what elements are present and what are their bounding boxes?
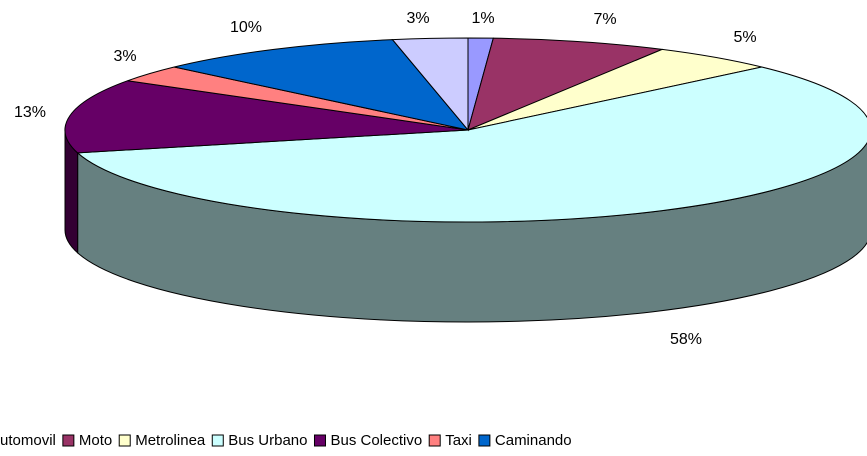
legend-swatch xyxy=(478,434,491,447)
pie-slice xyxy=(64,80,469,154)
pie-slice xyxy=(76,66,867,223)
pie-slice xyxy=(391,37,469,132)
data-label: 1% xyxy=(471,10,494,27)
data-label: 13% xyxy=(14,104,46,121)
legend-label: Caminando xyxy=(495,432,572,449)
pie-slice xyxy=(467,37,665,131)
data-label: 5% xyxy=(733,29,756,46)
legend-swatch xyxy=(313,434,326,447)
data-label: 7% xyxy=(593,11,616,28)
legend-label: Bus Colectivo xyxy=(330,432,422,449)
legend-swatch xyxy=(211,434,224,447)
legend-swatch xyxy=(62,434,75,447)
legend-swatch xyxy=(118,434,131,447)
pie-slice xyxy=(174,39,470,131)
data-label: 3% xyxy=(406,10,429,27)
data-label: 3% xyxy=(113,48,136,65)
data-label: 58% xyxy=(670,331,702,348)
legend-label: Automovil xyxy=(0,432,56,449)
legend-label: Bus Urbano xyxy=(228,432,307,449)
legend-label: Taxi xyxy=(445,432,472,449)
legend-swatch xyxy=(428,434,441,447)
legend-label: Metrolinea xyxy=(135,432,206,449)
data-label: 10% xyxy=(230,19,262,36)
legend-label: Moto xyxy=(79,432,112,449)
